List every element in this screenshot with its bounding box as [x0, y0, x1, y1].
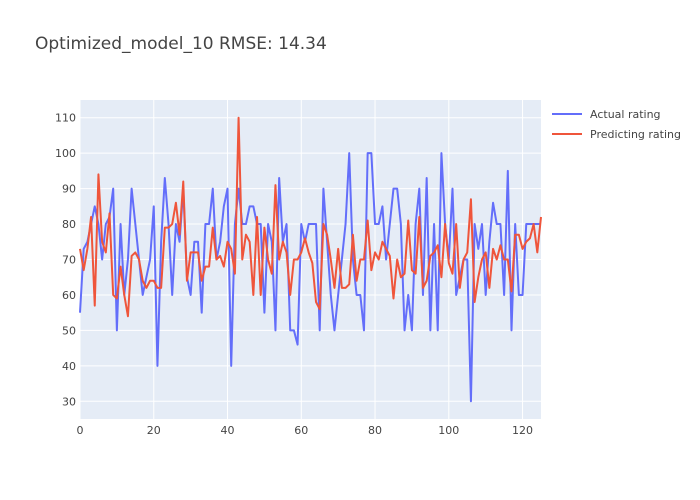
legend-label-actual: Actual rating [590, 107, 661, 121]
x-tick-label: 40 [221, 424, 235, 437]
series-line-predicting-rating[interactable] [79, 116, 542, 318]
x-tick-label: 20 [147, 424, 161, 437]
x-tick-label: 120 [512, 424, 533, 437]
x-tick-label: 100 [438, 424, 459, 437]
legend-item-predicting[interactable]: Predicting rating [552, 124, 681, 144]
chart-title: Optimized_model_10 RMSE: 14.34 [35, 34, 327, 54]
x-tick-label: 80 [368, 424, 382, 437]
x-tick-label: 0 [77, 424, 84, 437]
y-tick-label: 70 [62, 254, 76, 267]
y-axis-ticks: 30 40 50 60 70 80 90 100 110 [55, 112, 76, 409]
y-tick-label: 50 [62, 324, 76, 337]
y-tick-label: 30 [62, 395, 76, 408]
y-tick-label: 60 [62, 289, 76, 302]
y-tick-label: 110 [55, 112, 76, 125]
y-tick-label: 100 [55, 147, 76, 160]
series-lines [79, 116, 542, 403]
y-tick-label: 80 [62, 218, 76, 231]
legend-swatch-actual [552, 113, 582, 115]
y-tick-label: 90 [62, 183, 76, 196]
y-tick-label: 40 [62, 360, 76, 373]
x-tick-label: 60 [294, 424, 308, 437]
legend-swatch-predicting [552, 133, 582, 135]
legend-item-actual[interactable]: Actual rating [552, 104, 681, 124]
x-axis-ticks: 0 20 40 60 80 100 120 [77, 424, 534, 437]
legend: Actual rating Predicting rating [552, 104, 681, 144]
legend-label-predicting: Predicting rating [590, 127, 681, 141]
